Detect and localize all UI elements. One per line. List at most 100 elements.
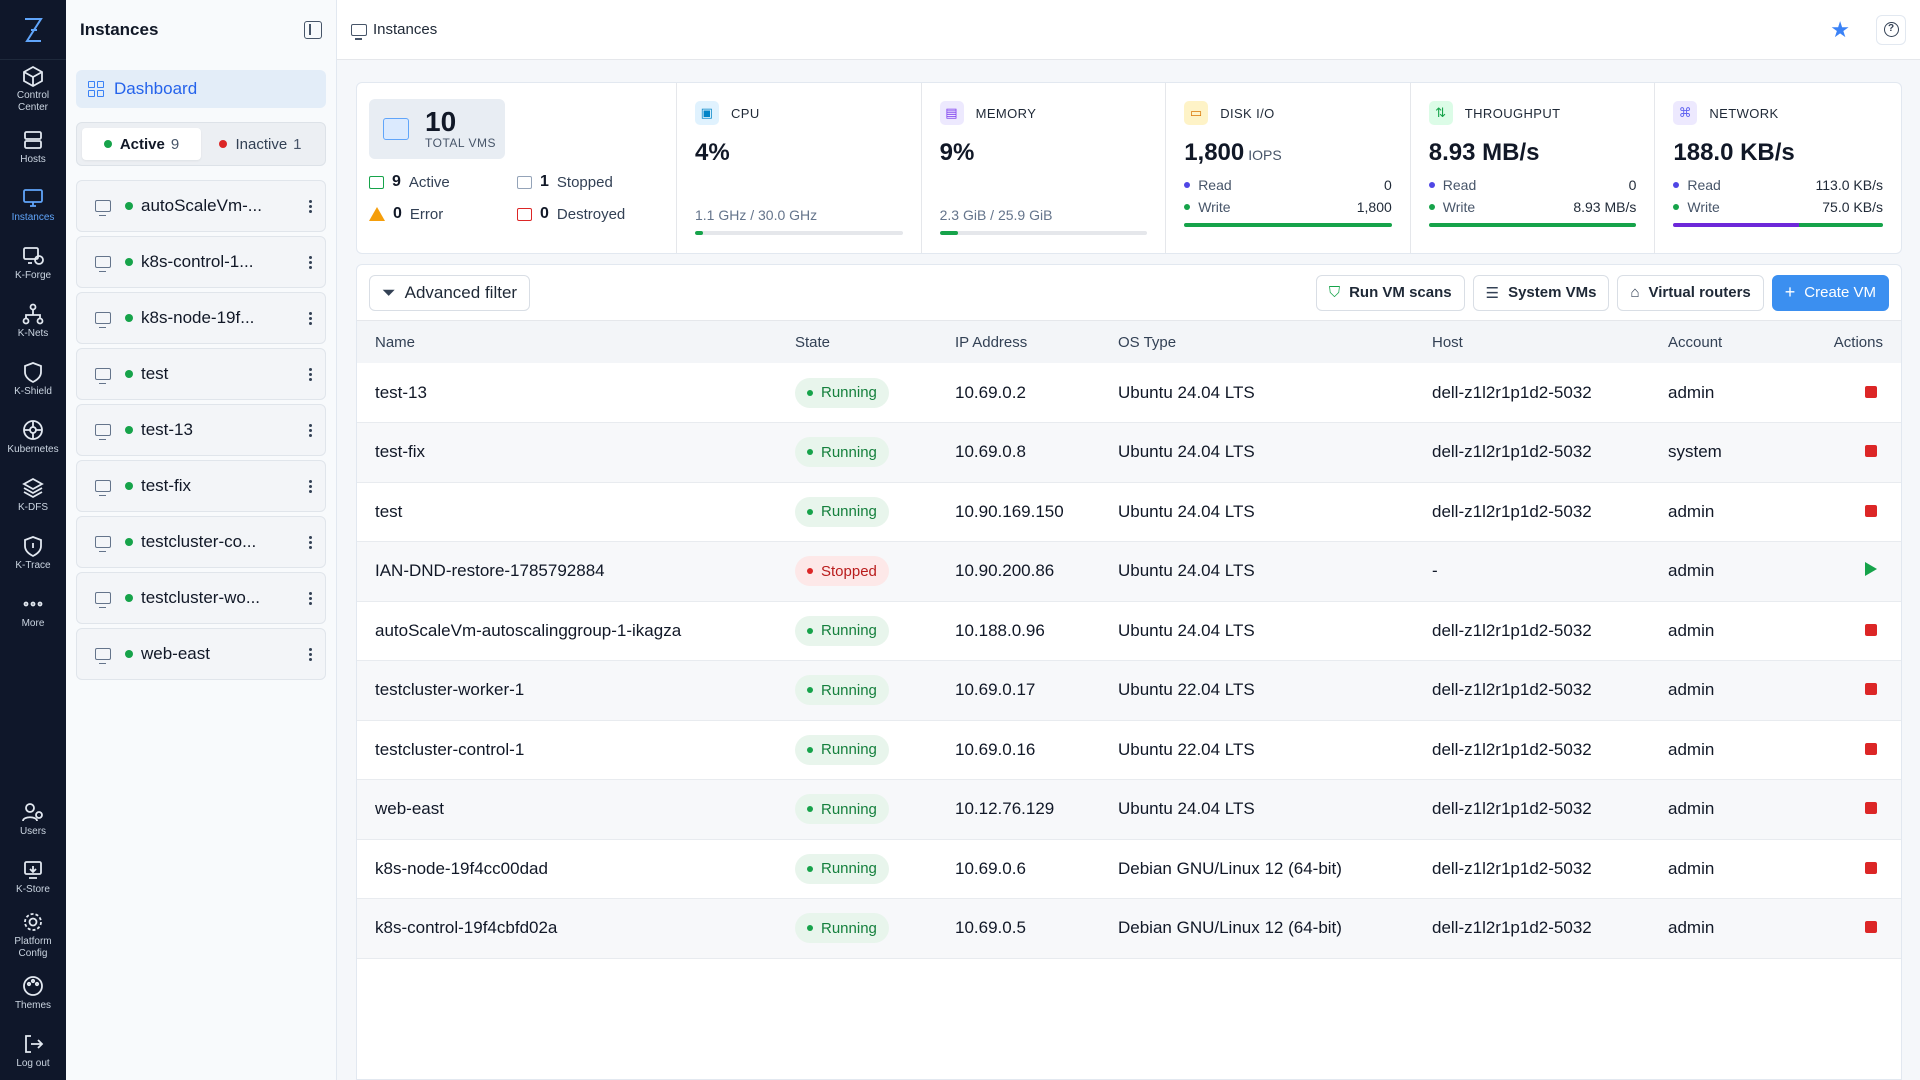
rail-item-k-dfs[interactable]: K-DFS — [0, 466, 66, 524]
rail-item-log-out[interactable]: Log out — [0, 1022, 66, 1080]
cell-name[interactable]: test-fix — [375, 442, 426, 462]
kebab-menu-icon[interactable] — [305, 367, 315, 381]
rail-item-label: More — [21, 617, 45, 629]
table-row[interactable]: test-fix Running 10.69.0.8 Ubuntu 24.04 LTS… — [357, 422, 1901, 482]
collapse-sidebar-icon[interactable] — [304, 21, 322, 39]
cell-name[interactable]: test-13 — [375, 382, 427, 402]
sidebar-vm-item[interactable]: k8s-node-19f... — [76, 292, 326, 344]
cell-name[interactable]: web-east — [375, 799, 444, 819]
table-row[interactable]: IAN-DND-restore-1785792884 Stopped 10.90.2… — [357, 541, 1901, 601]
rail-item-control-center[interactable]: Control Center — [0, 60, 66, 118]
vm-name: k8s-node-19f... — [141, 308, 255, 327]
disk-read-label: Read — [1198, 177, 1232, 193]
rail-item-hosts[interactable]: Hosts — [0, 118, 66, 176]
filter-active-button[interactable]: Active 9 — [82, 128, 201, 160]
stop-icon[interactable] — [1865, 861, 1877, 874]
col-name[interactable]: Name — [375, 333, 416, 351]
sidebar-vm-item[interactable]: test — [76, 348, 326, 400]
rail-item-more[interactable]: More — [0, 582, 66, 640]
table-row[interactable]: testcluster-worker-1 Running 10.69.0.17 Ubu… — [357, 660, 1901, 720]
stop-icon[interactable] — [1865, 504, 1877, 517]
stop-icon[interactable] — [1865, 921, 1877, 934]
sidebar-vm-item[interactable]: autoScaleVm-... — [76, 180, 326, 232]
col-ip[interactable]: IP Address — [955, 333, 1028, 351]
filter-inactive-button[interactable]: Inactive 1 — [201, 128, 320, 160]
sidebar-vm-item[interactable]: testcluster-co... — [76, 516, 326, 568]
table-row[interactable]: testcluster-control-1 Running 10.69.0.16 Ub… — [357, 720, 1901, 780]
rail-item-k-store[interactable]: K-Store — [0, 848, 66, 906]
kebab-menu-icon[interactable] — [305, 199, 315, 213]
rail-item-instances[interactable]: Instances — [0, 176, 66, 234]
active-count: 9 — [392, 173, 401, 190]
monitor-icon — [22, 187, 44, 209]
rail-item-label: Kubernetes — [7, 443, 59, 455]
stop-icon[interactable] — [1865, 683, 1877, 696]
rail-item-platform-config[interactable]: Platform Config — [0, 906, 66, 964]
rail-item-k-forge[interactable]: K-Forge — [0, 234, 66, 292]
breadcrumb-current[interactable]: Instances — [373, 21, 438, 38]
stop-icon[interactable] — [1865, 742, 1877, 755]
app-logo[interactable] — [0, 0, 66, 60]
cell-name[interactable]: autoScaleVm-autoscalinggroup-1-ikagza — [375, 620, 682, 640]
virtual-routers-button[interactable]: ⌂ Virtual routers — [1617, 274, 1764, 311]
logo-icon — [25, 17, 43, 42]
advanced-filter-button[interactable]: ⏷ Advanced filter — [369, 274, 531, 311]
error-count: 0 — [393, 205, 402, 222]
rail-item-users[interactable]: Users — [0, 790, 66, 848]
col-state[interactable]: State — [795, 333, 831, 351]
table-row[interactable]: test-13 Running 10.69.0.2 Ubuntu 24.04 LTS d… — [357, 363, 1901, 423]
create-vm-button[interactable]: + Create VM — [1771, 274, 1889, 311]
kebab-menu-icon[interactable] — [305, 647, 315, 661]
run-vm-scans-button[interactable]: ⛉ Run VM scans — [1315, 274, 1465, 311]
start-icon[interactable] — [1865, 562, 1877, 577]
stop-icon[interactable] — [1865, 623, 1877, 636]
sidebar-vm-item[interactable]: web-east — [76, 628, 326, 680]
table-row[interactable]: autoScaleVm-autoscalinggroup-1-ikagza Run… — [357, 601, 1901, 661]
stop-icon[interactable] — [1865, 802, 1877, 815]
warning-icon — [369, 207, 385, 221]
col-host[interactable]: Host — [1432, 333, 1463, 351]
cell-name[interactable]: k8s-node-19f4cc00dad — [375, 858, 548, 878]
cell-account: admin — [1668, 620, 1715, 640]
kebab-menu-icon[interactable] — [305, 535, 315, 549]
cell-name[interactable]: testcluster-worker-1 — [375, 680, 525, 700]
sidebar-vm-item[interactable]: testcluster-wo... — [76, 572, 326, 624]
cell-name[interactable]: testcluster-control-1 — [375, 739, 525, 759]
cell-name[interactable]: k8s-control-19f4cbfd02a — [375, 918, 558, 938]
cell-host: dell-z1l2r1p1d2-5032 — [1432, 680, 1592, 700]
kebab-menu-icon[interactable] — [305, 591, 315, 605]
cell-ip: 10.69.0.16 — [955, 739, 1036, 759]
rail-item-k-nets[interactable]: K-Nets — [0, 292, 66, 350]
help-button[interactable]: ? — [1876, 14, 1906, 45]
dashboard-button[interactable]: Dashboard — [76, 70, 326, 108]
table-row[interactable]: web-east Running 10.12.76.129 Ubuntu 24.04 … — [357, 779, 1901, 839]
rail-item-k-trace[interactable]: K-Trace — [0, 524, 66, 582]
cpu-progress-fill — [695, 231, 704, 235]
stop-icon[interactable] — [1865, 445, 1877, 458]
sidebar-vm-item[interactable]: k8s-control-1... — [76, 236, 326, 288]
rail-item-kubernetes[interactable]: Kubernetes — [0, 408, 66, 466]
rail-item-k-shield[interactable]: K-Shield — [0, 350, 66, 408]
cell-name[interactable]: test — [375, 501, 403, 521]
cell-os: Ubuntu 24.04 LTS — [1118, 561, 1255, 581]
favorite-star-icon[interactable]: ★ — [1830, 16, 1850, 42]
monitor-off-icon — [517, 175, 532, 189]
stop-icon[interactable] — [1865, 385, 1877, 398]
table-row[interactable]: test Running 10.90.169.150 Ubuntu 24.04 LTS… — [357, 482, 1901, 542]
kebab-menu-icon[interactable] — [305, 479, 315, 493]
system-vms-button[interactable]: ☰ System VMs — [1472, 274, 1610, 311]
table-row[interactable]: k8s-node-19f4cc00dad Running 10.69.0.6 Debi… — [357, 839, 1901, 899]
cell-name[interactable]: IAN-DND-restore-1785792884 — [375, 561, 605, 581]
col-account[interactable]: Account — [1668, 333, 1723, 351]
active-count-stat: 9 Active — [369, 173, 517, 191]
throughput-card: ⇅ THROUGHPUT 8.93 MB/s Read 0 Write 8.93 MB… — [1411, 83, 1656, 253]
kebab-menu-icon[interactable] — [305, 311, 315, 325]
table-row[interactable]: k8s-control-19f4cbfd02a Running 10.69.0.5 D… — [357, 898, 1901, 958]
kebab-menu-icon[interactable] — [305, 255, 315, 269]
kebab-menu-icon[interactable] — [305, 423, 315, 437]
plus-icon: + — [1784, 282, 1796, 302]
sidebar-vm-item[interactable]: test-fix — [76, 460, 326, 512]
rail-item-themes[interactable]: Themes — [0, 964, 66, 1022]
col-os[interactable]: OS Type — [1118, 333, 1177, 351]
sidebar-vm-item[interactable]: test-13 — [76, 404, 326, 456]
